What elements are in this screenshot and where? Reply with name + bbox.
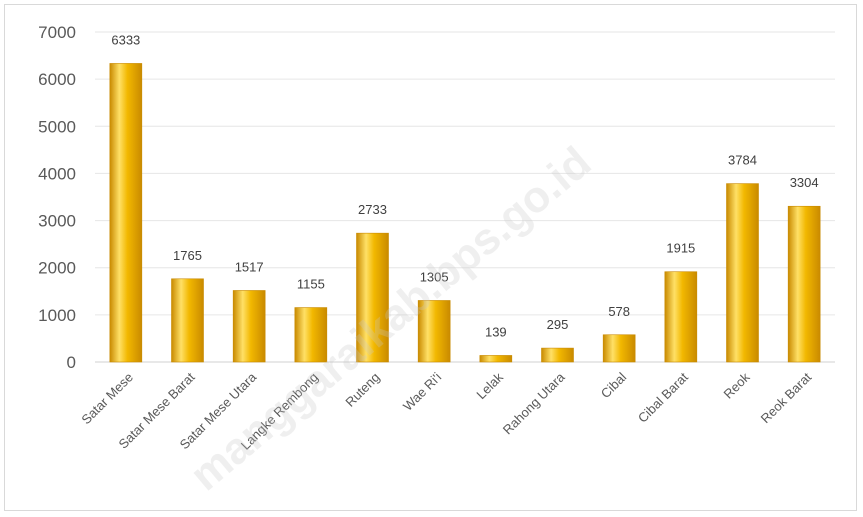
data-label: 1517	[235, 259, 264, 274]
data-label: 2733	[358, 202, 387, 217]
x-category-label: Cibal	[598, 369, 630, 401]
data-label: 6333	[111, 32, 140, 47]
bar	[294, 307, 328, 363]
x-category-label: Rahong Utara	[500, 369, 568, 437]
data-label: 1305	[420, 269, 449, 284]
bar	[232, 290, 266, 363]
data-label: 1765	[173, 248, 202, 263]
y-tick-label: 5000	[38, 117, 76, 136]
bars	[109, 63, 821, 363]
y-axis-tick-labels: 0 1000 2000 3000 4000 5000 6000 7000	[38, 23, 76, 372]
data-label: 3304	[790, 175, 819, 190]
data-label: 295	[547, 317, 569, 332]
y-tick-label: 2000	[38, 259, 76, 278]
data-label: 578	[608, 304, 630, 319]
bar	[664, 271, 698, 363]
y-tick-label: 4000	[38, 164, 76, 183]
bar	[356, 232, 389, 363]
data-label: 139	[485, 324, 507, 339]
x-category-label: Reok	[721, 369, 753, 401]
gridlines	[95, 31, 835, 363]
bar	[417, 300, 451, 363]
y-tick-label: 1000	[38, 306, 76, 325]
y-tick-label: 6000	[38, 70, 76, 89]
bar	[171, 278, 204, 363]
data-label: 3784	[728, 153, 757, 168]
x-category-label: Reok Barat	[758, 369, 815, 426]
y-tick-label: 7000	[38, 23, 76, 42]
bar	[787, 205, 821, 363]
bar	[541, 347, 574, 363]
chart-frame	[4, 4, 857, 511]
bar	[602, 334, 636, 363]
bar	[109, 63, 143, 363]
bar	[726, 183, 759, 363]
x-category-label: Satar Mese	[78, 370, 136, 428]
bar	[479, 355, 513, 363]
x-category-label: Lelak	[473, 369, 506, 402]
data-label: 1915	[666, 241, 695, 256]
y-tick-label: 3000	[38, 212, 76, 231]
data-label: 1155	[297, 277, 325, 292]
x-category-label: Wae Ri'i	[400, 369, 444, 413]
y-tick-label: 0	[67, 353, 76, 372]
data-labels: 6333 1765 1517 1155 2733 1305 139 295 578 1915 378…	[111, 32, 818, 339]
x-category-label: Cibal Barat	[635, 369, 691, 425]
